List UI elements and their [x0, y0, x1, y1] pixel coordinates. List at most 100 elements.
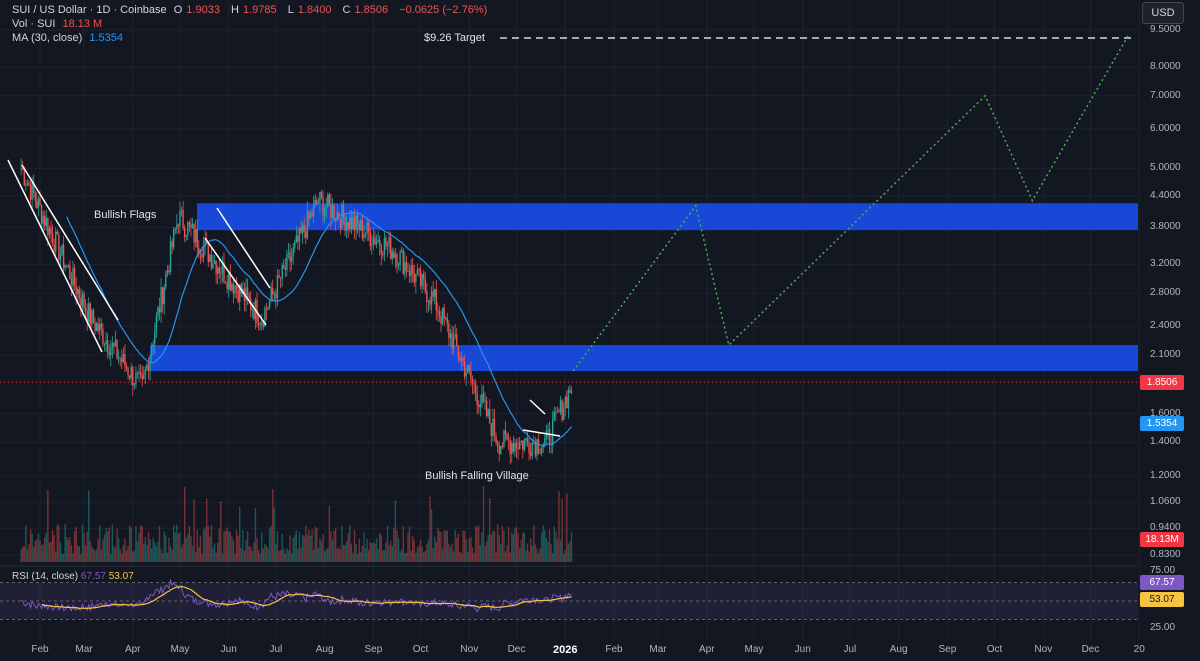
- candle-body: [51, 233, 54, 245]
- volume-bar: [155, 546, 158, 562]
- candle-body: [281, 265, 283, 279]
- candle-body: [105, 340, 107, 345]
- volume-bar: [308, 529, 310, 562]
- volume-bar: [223, 531, 225, 562]
- volume-bar: [286, 548, 288, 562]
- volume-bar: [289, 535, 291, 562]
- rsi-ma-value: 53.07: [108, 571, 134, 582]
- candle-body: [59, 254, 62, 260]
- price-tick-label: 2.8000: [1150, 287, 1181, 299]
- volume-bar: [259, 553, 261, 562]
- volume-bar: [94, 550, 96, 562]
- volume-bar: [441, 548, 444, 562]
- candle-body: [440, 315, 442, 324]
- high-value: 1.9785: [242, 4, 277, 16]
- volume-bar: [388, 544, 390, 562]
- time-tick-label: Nov: [460, 644, 479, 655]
- candle-body: [157, 307, 159, 317]
- last-price-badge: 1.8506: [1140, 375, 1184, 390]
- candle-body: [474, 384, 477, 394]
- target-annotation: $9.26 Target: [424, 32, 485, 44]
- candle-body: [119, 357, 121, 359]
- volume-bar: [42, 544, 44, 562]
- candle-body: [245, 287, 247, 301]
- candle-body: [226, 282, 228, 289]
- candle-body: [487, 409, 489, 417]
- currency-button[interactable]: USD: [1142, 2, 1184, 24]
- candle-body: [463, 361, 466, 377]
- candle-body: [333, 205, 335, 220]
- candle-body: [264, 308, 266, 327]
- volume-bar: [130, 527, 132, 562]
- candle-body: [374, 237, 376, 245]
- volume-bar: [279, 550, 282, 562]
- volume-bar: [334, 528, 337, 562]
- volume-bar: [509, 552, 511, 562]
- candle-body: [360, 220, 362, 231]
- candle-body: [553, 412, 555, 420]
- volume-bar: [331, 539, 334, 562]
- volume-bar: [190, 535, 192, 562]
- volume-bar: [201, 553, 203, 562]
- volume-bar: [386, 525, 389, 562]
- candle-body: [495, 436, 497, 443]
- candle-body: [58, 234, 60, 260]
- volume-bar: [360, 552, 362, 562]
- ma-price-badge: 1.5354: [1140, 416, 1184, 431]
- volume-bar: [333, 530, 335, 562]
- candle-body: [389, 237, 392, 259]
- candle-body: [482, 393, 485, 402]
- candle-body: [449, 333, 452, 338]
- volume-bar: [171, 549, 173, 562]
- candle-body: [210, 254, 213, 269]
- candle-body: [446, 317, 449, 324]
- volume-bar: [67, 539, 70, 562]
- price-tick-label: 1.6000: [1150, 407, 1181, 419]
- candle-body: [127, 368, 129, 376]
- volume-bar: [443, 530, 445, 562]
- candle-body: [504, 430, 507, 435]
- volume-bar: [503, 530, 505, 562]
- rsi-ma-badge: 53.07: [1140, 592, 1184, 607]
- volume-bar: [446, 530, 449, 562]
- candle-body: [102, 328, 104, 345]
- candle-body: [536, 439, 538, 456]
- candle-body: [476, 393, 478, 406]
- volume-bar: [487, 534, 489, 562]
- candle-body: [171, 241, 173, 248]
- candle-body: [485, 400, 488, 417]
- time-tick-label: Apr: [125, 644, 141, 655]
- volume-bar: [482, 486, 485, 562]
- volume-bar: [419, 539, 422, 562]
- volume-bar: [356, 553, 359, 562]
- candle-body: [528, 442, 530, 454]
- candle-body: [430, 291, 433, 305]
- candle-body: [261, 322, 263, 324]
- candle-body: [520, 440, 522, 442]
- time-tick-label: May: [744, 644, 764, 655]
- candle-body: [67, 265, 70, 267]
- candle-body: [215, 260, 217, 274]
- volume-bar: [404, 553, 406, 562]
- volume-bar: [84, 545, 87, 562]
- price-tick-label: 3.8000: [1150, 221, 1181, 233]
- candle-body: [426, 291, 428, 302]
- volume-bar: [298, 531, 301, 562]
- candle-body: [371, 244, 373, 246]
- candle-body: [506, 434, 508, 440]
- candle-body: [316, 200, 318, 204]
- volume-bar: [124, 538, 126, 562]
- symbol-legend: SUI / US Dollar · 1D · Coinbase O 1.9033 …: [12, 4, 488, 16]
- candle-body: [143, 374, 145, 380]
- volume-bar: [278, 550, 280, 562]
- candle-body: [515, 442, 518, 448]
- volume-bar: [139, 526, 142, 562]
- volume-bar: [517, 533, 519, 562]
- time-tick-label: Nov: [1034, 644, 1053, 655]
- candle-body: [498, 445, 500, 455]
- candle-body: [531, 442, 533, 456]
- volume-bar: [56, 524, 58, 562]
- volume-bar: [493, 531, 496, 562]
- candle-body: [80, 298, 82, 307]
